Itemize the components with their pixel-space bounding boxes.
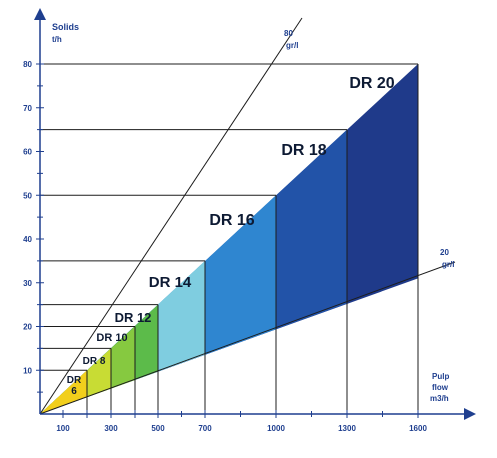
y-tick-label-70: 70	[23, 104, 32, 113]
region-label-dr-18: DR 18	[281, 142, 326, 159]
y-axis-title-line2: t/h	[52, 35, 62, 44]
x-axis-title-line2: flow	[432, 383, 449, 392]
concentration-line-1	[39, 261, 456, 415]
concentration-label-unit-1: gr/l	[442, 260, 454, 269]
region-label-dr-10: DR 10	[96, 332, 127, 344]
x-tick-label-500: 500	[151, 424, 165, 433]
axes	[34, 8, 476, 420]
y-tick-label-20: 20	[23, 323, 32, 332]
concentration-label-unit-0: gr/l	[286, 41, 298, 50]
region-label-dr-16: DR 16	[209, 212, 254, 229]
concentration-line-0	[39, 17, 303, 415]
region-label-dr-8: DR 8	[83, 356, 106, 367]
region-guide-lines	[40, 63, 419, 414]
region-label-dr-6-line0: DR	[67, 375, 82, 386]
region-label-dr-20: DR 20	[349, 75, 394, 92]
y-tick-label-80: 80	[23, 60, 32, 69]
axis-ticks: 10 20 30 40 50 60 70 80 100 300 500 700 1000 1300 1600	[23, 60, 427, 433]
y-axis-title-line1: Solids	[52, 22, 79, 32]
region-label-dr-14: DR 14	[149, 274, 192, 291]
concentration-label-value-0: 80	[284, 29, 293, 38]
y-tick-label-30: 30	[23, 279, 32, 288]
concentration-lines: 80 gr/l 20 gr/l	[39, 17, 456, 415]
x-tick-label-1600: 1600	[409, 424, 427, 433]
concentration-label-value-1: 20	[440, 248, 449, 257]
x-tick-label-1300: 1300	[338, 424, 356, 433]
y-tick-label-10: 10	[23, 366, 32, 375]
x-axis-title-line1: Pulp	[432, 372, 449, 381]
region-dr-12	[40, 304, 158, 414]
region-label-dr-6-line1: 6	[71, 386, 77, 397]
y-tick-label-60: 60	[23, 148, 32, 157]
region-label-dr-12: DR 12	[115, 310, 152, 325]
x-tick-label-700: 700	[198, 424, 212, 433]
x-tick-label-300: 300	[104, 424, 118, 433]
y-tick-label-50: 50	[23, 191, 32, 200]
x-axis-title-line3: m3/h	[430, 394, 449, 403]
x-tick-label-1000: 1000	[267, 424, 285, 433]
region-dr-6	[40, 370, 87, 414]
x-tick-label-100: 100	[56, 424, 70, 433]
axis-titles: Solids t/h Pulp flow m3/h	[52, 22, 449, 403]
y-tick-label-40: 40	[23, 235, 32, 244]
